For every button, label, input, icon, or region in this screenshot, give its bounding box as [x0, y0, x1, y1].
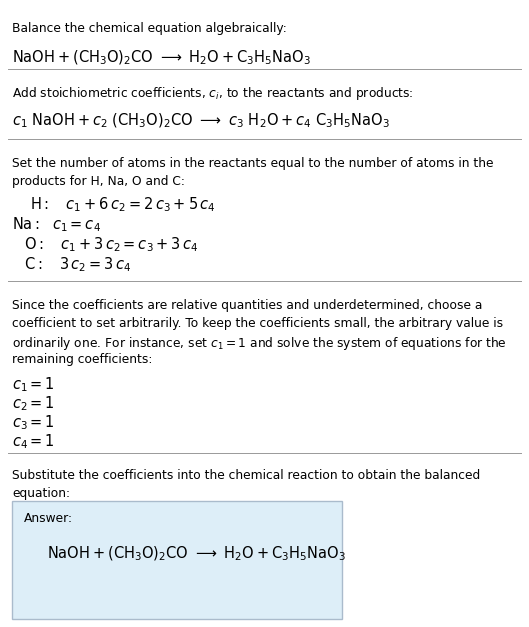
Text: $\mathrm{NaOH + (CH_3O)_2CO\ \longrightarrow\ H_2O + C_3H_5NaO_3}$: $\mathrm{NaOH + (CH_3O)_2CO\ \longrighta…	[47, 545, 346, 564]
FancyBboxPatch shape	[12, 501, 342, 619]
Text: equation:: equation:	[12, 487, 70, 500]
Text: Substitute the coefficients into the chemical reaction to obtain the balanced: Substitute the coefficients into the che…	[12, 469, 480, 482]
Text: $\mathrm{C:}\ \ \ 3\,c_2 = 3\,c_4$: $\mathrm{C:}\ \ \ 3\,c_2 = 3\,c_4$	[24, 255, 131, 274]
Text: $c_4 = 1$: $c_4 = 1$	[12, 432, 55, 451]
Text: $c_1\ \mathrm{NaOH} + c_2\ \mathrm{(CH_3O)_2CO\ \longrightarrow\ }c_3\ \mathrm{H: $c_1\ \mathrm{NaOH} + c_2\ \mathrm{(CH_3…	[12, 112, 390, 130]
Text: coefficient to set arbitrarily. To keep the coefficients small, the arbitrary va: coefficient to set arbitrarily. To keep …	[12, 317, 503, 330]
Text: $c_3 = 1$: $c_3 = 1$	[12, 413, 55, 432]
Text: Add stoichiometric coefficients, $c_i$, to the reactants and products:: Add stoichiometric coefficients, $c_i$, …	[12, 85, 414, 102]
Text: $c_1 = 1$: $c_1 = 1$	[12, 375, 55, 394]
Text: remaining coefficients:: remaining coefficients:	[12, 353, 152, 366]
Text: Since the coefficients are relative quantities and underdetermined, choose a: Since the coefficients are relative quan…	[12, 299, 482, 312]
Text: Answer:: Answer:	[24, 512, 73, 525]
Text: Balance the chemical equation algebraically:: Balance the chemical equation algebraica…	[12, 22, 287, 35]
Text: $\mathrm{Na:}\ \ c_1 = c_4$: $\mathrm{Na:}\ \ c_1 = c_4$	[12, 215, 101, 234]
Text: $\mathrm{H:}\ \ \ c_1 + 6\,c_2 = 2\,c_3 + 5\,c_4$: $\mathrm{H:}\ \ \ c_1 + 6\,c_2 = 2\,c_3 …	[30, 195, 216, 214]
Text: Set the number of atoms in the reactants equal to the number of atoms in the: Set the number of atoms in the reactants…	[12, 157, 494, 170]
Text: ordinarily one. For instance, set $c_1 = 1$ and solve the system of equations fo: ordinarily one. For instance, set $c_1 =…	[12, 335, 507, 352]
Text: $\mathrm{O:}\ \ \ c_1 + 3\,c_2 = c_3 + 3\,c_4$: $\mathrm{O:}\ \ \ c_1 + 3\,c_2 = c_3 + 3…	[24, 235, 198, 254]
Text: products for H, Na, O and C:: products for H, Na, O and C:	[12, 175, 185, 188]
Text: $\mathrm{NaOH + (CH_3O)_2CO \ \longrightarrow \ H_2O + C_3H_5NaO_3}$: $\mathrm{NaOH + (CH_3O)_2CO \ \longright…	[12, 49, 311, 67]
Text: $c_2 = 1$: $c_2 = 1$	[12, 394, 55, 413]
